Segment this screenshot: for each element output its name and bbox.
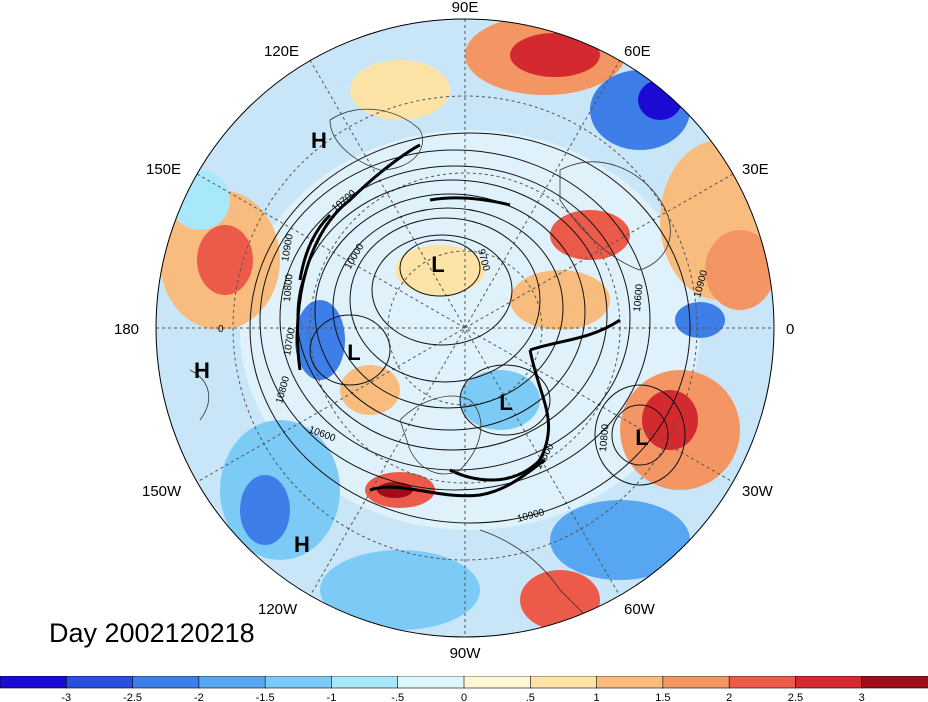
colorbar-swatch <box>529 676 598 689</box>
contour-label: 10900 <box>280 233 296 263</box>
height-contours <box>249 132 691 524</box>
lon-label-30w: 30W <box>742 483 774 500</box>
colorbar-tick-label: 2 <box>726 692 732 702</box>
lon-label-90e: 90E <box>452 0 479 16</box>
high-marker: H <box>311 128 327 153</box>
colorbar-swatch <box>0 676 68 689</box>
colorbar-swatch <box>331 676 399 689</box>
lon-label-150w: 150W <box>142 483 182 500</box>
colorbar-tick-label: 1.5 <box>655 692 670 702</box>
lon-label-0: 0 <box>786 321 794 338</box>
colorbar-tick-label: -2 <box>194 692 204 702</box>
low-marker: L <box>635 425 648 450</box>
contour-label: 10600 <box>632 283 645 312</box>
colorbar-tick-label: .5 <box>526 692 535 702</box>
colorbar-tick-label: 3 <box>859 692 865 702</box>
contour-label: 10700 <box>282 327 298 357</box>
colorbar-swatch <box>596 676 664 689</box>
colorbar-swatch <box>728 676 797 689</box>
lon-label-150e: 150E <box>146 161 181 178</box>
lon-label-90w: 90W <box>450 645 482 662</box>
contour-label: 10800 <box>282 273 295 302</box>
colorbar-tick-label: -3 <box>61 692 71 702</box>
pressure-markers: H H H L L L L <box>194 128 649 557</box>
colorbar-tick-label: -1.5 <box>256 692 275 702</box>
graticule <box>156 19 774 637</box>
lon-label-120e: 120E <box>264 43 299 60</box>
lon-label-60w: 60W <box>624 601 656 618</box>
colorbar: -3 -2.5 -2 -1.5 -1 -.5 0 .5 1 1.5 2 2.5 3 <box>0 676 928 702</box>
colorbar-tick-label: 0 <box>461 692 467 702</box>
contour-label: 0 <box>218 324 224 335</box>
colorbar-tick-label: -.5 <box>391 692 404 702</box>
colorbar-swatch <box>132 676 200 689</box>
lon-label-180: 180 <box>114 321 139 338</box>
colorbar-tick-label: -2.5 <box>123 692 142 702</box>
colorbar-swatch <box>198 676 266 689</box>
high-marker: H <box>194 358 210 383</box>
lon-label-30e: 30E <box>742 161 769 178</box>
low-marker: L <box>431 252 444 277</box>
colorbar-swatch <box>861 676 928 689</box>
date-title: Day 2002120218 <box>49 618 255 648</box>
colorbar-boxes <box>0 676 928 689</box>
colorbar-ticks: -3 -2.5 -2 -1.5 -1 -.5 0 .5 1 1.5 2 2.5 3 <box>61 692 864 702</box>
colorbar-swatch <box>662 676 730 689</box>
colorbar-swatch <box>264 676 333 689</box>
jet-contours <box>296 143 621 498</box>
low-marker: L <box>499 390 512 415</box>
low-marker: L <box>347 340 360 365</box>
longitude-labels: 90E 60E 120E 30E 150E 0 180 30W 150W 60W… <box>114 0 794 662</box>
map-border <box>155 18 775 638</box>
lon-label-60e: 60E <box>624 43 651 60</box>
colorbar-tick-label: -1 <box>327 692 337 702</box>
colorbar-swatch <box>397 676 465 689</box>
anomaly-field <box>160 19 774 630</box>
high-marker: H <box>294 532 310 557</box>
lon-label-120w: 120W <box>258 601 298 618</box>
contour-label: 10800 <box>598 423 611 452</box>
colorbar-swatch <box>463 676 532 689</box>
colorbar-tick-label: 2.5 <box>788 692 803 702</box>
colorbar-tick-label: 1 <box>594 692 600 702</box>
colorbar-swatch <box>65 676 134 689</box>
colorbar-swatch <box>795 676 863 689</box>
